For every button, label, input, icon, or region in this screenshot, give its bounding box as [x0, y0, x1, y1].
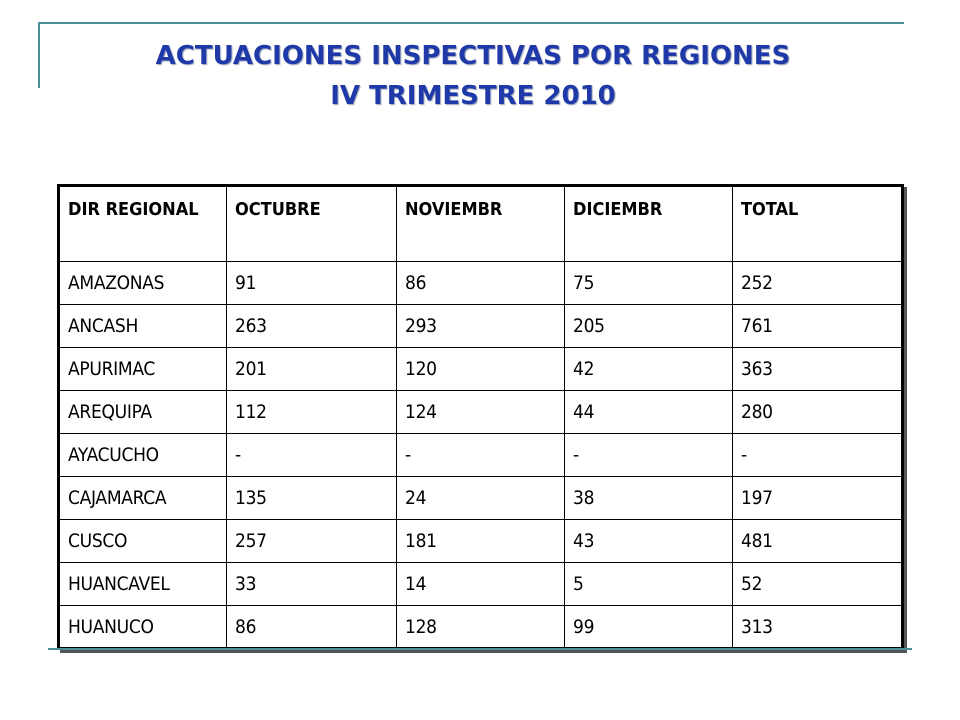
cell-total: 252	[732, 261, 903, 305]
cell-noviembre: 181	[396, 519, 565, 563]
table-row: HUANCAVEL 33 14 5 52	[58, 562, 903, 606]
cell-diciembre: 5	[564, 562, 733, 606]
cell-region: CUSCO	[58, 519, 227, 563]
table-row: HUANUCO 86 128 99 313	[58, 605, 903, 649]
cell-total: 52	[732, 562, 903, 606]
cell-region: AMAZONAS	[58, 261, 227, 305]
table-row: CAJAMARCA 135 24 38 197	[58, 476, 903, 520]
cell-region: HUANUCO	[58, 605, 227, 649]
cell-noviembre: 24	[396, 476, 565, 520]
cell-noviembre: 128	[396, 605, 565, 649]
decorative-vertical-line	[38, 22, 40, 88]
table-row: AYACUCHO - - - -	[58, 433, 903, 477]
cell-diciembre: 43	[564, 519, 733, 563]
cell-total: 197	[732, 476, 903, 520]
cell-diciembre: 205	[564, 304, 733, 348]
cell-diciembre: 44	[564, 390, 733, 434]
cell-noviembre: 14	[396, 562, 565, 606]
header-noviembre: NOVIEMBR	[396, 185, 565, 262]
table-row: AREQUIPA 112 124 44 280	[58, 390, 903, 434]
cell-diciembre: 38	[564, 476, 733, 520]
cell-noviembre: -	[396, 433, 565, 477]
cell-total: 280	[732, 390, 903, 434]
cell-octubre: 201	[226, 347, 397, 391]
cell-octubre: 112	[226, 390, 397, 434]
cell-region: AREQUIPA	[58, 390, 227, 434]
cell-octubre: 86	[226, 605, 397, 649]
cell-diciembre: 75	[564, 261, 733, 305]
cell-octubre: 263	[226, 304, 397, 348]
cell-octubre: 33	[226, 562, 397, 606]
cell-total: 363	[732, 347, 903, 391]
table-row: AMAZONAS 91 86 75 252	[58, 261, 903, 305]
cell-total: 761	[732, 304, 903, 348]
cell-octubre: -	[226, 433, 397, 477]
header-octubre: OCTUBRE	[226, 185, 397, 262]
cell-noviembre: 124	[396, 390, 565, 434]
header-dir-regional: DIR REGIONAL	[58, 185, 227, 262]
cell-octubre: 91	[226, 261, 397, 305]
cell-region: AYACUCHO	[58, 433, 227, 477]
cell-region: HUANCAVEL	[58, 562, 227, 606]
title-line-1: ACTUACIONES INSPECTIVAS POR REGIONES	[155, 41, 791, 71]
cell-diciembre: 42	[564, 347, 733, 391]
header-total: TOTAL	[732, 185, 903, 262]
cell-total: 481	[732, 519, 903, 563]
cell-diciembre: 99	[564, 605, 733, 649]
table-body: AMAZONAS 91 86 75 252 ANCASH 263 293 205 761 APURI…	[58, 261, 903, 649]
decorative-bottom-line	[48, 648, 912, 650]
title-line-2: IV TRIMESTRE 2010	[330, 81, 616, 111]
cell-region: CAJAMARCA	[58, 476, 227, 520]
cell-noviembre: 293	[396, 304, 565, 348]
cell-region: APURIMAC	[58, 347, 227, 391]
cell-total: -	[732, 433, 903, 477]
cell-region: ANCASH	[58, 304, 227, 348]
table-row: APURIMAC 201 120 42 363	[58, 347, 903, 391]
cell-diciembre: -	[564, 433, 733, 477]
cell-octubre: 257	[226, 519, 397, 563]
regional-inspections-table: DIR REGIONAL OCTUBRE NOVIEMBR DICIEMBR T…	[57, 184, 904, 650]
slide-title: ACTUACIONES INSPECTIVAS POR REGIONES IV …	[0, 36, 946, 116]
table-row: ANCASH 263 293 205 761	[58, 304, 903, 348]
table-header-row: DIR REGIONAL OCTUBRE NOVIEMBR DICIEMBR T…	[58, 185, 903, 262]
cell-noviembre: 86	[396, 261, 565, 305]
cell-total: 313	[732, 605, 903, 649]
cell-octubre: 135	[226, 476, 397, 520]
decorative-top-line	[38, 22, 904, 24]
table-row: CUSCO 257 181 43 481	[58, 519, 903, 563]
cell-noviembre: 120	[396, 347, 565, 391]
header-diciembre: DICIEMBR	[564, 185, 733, 262]
